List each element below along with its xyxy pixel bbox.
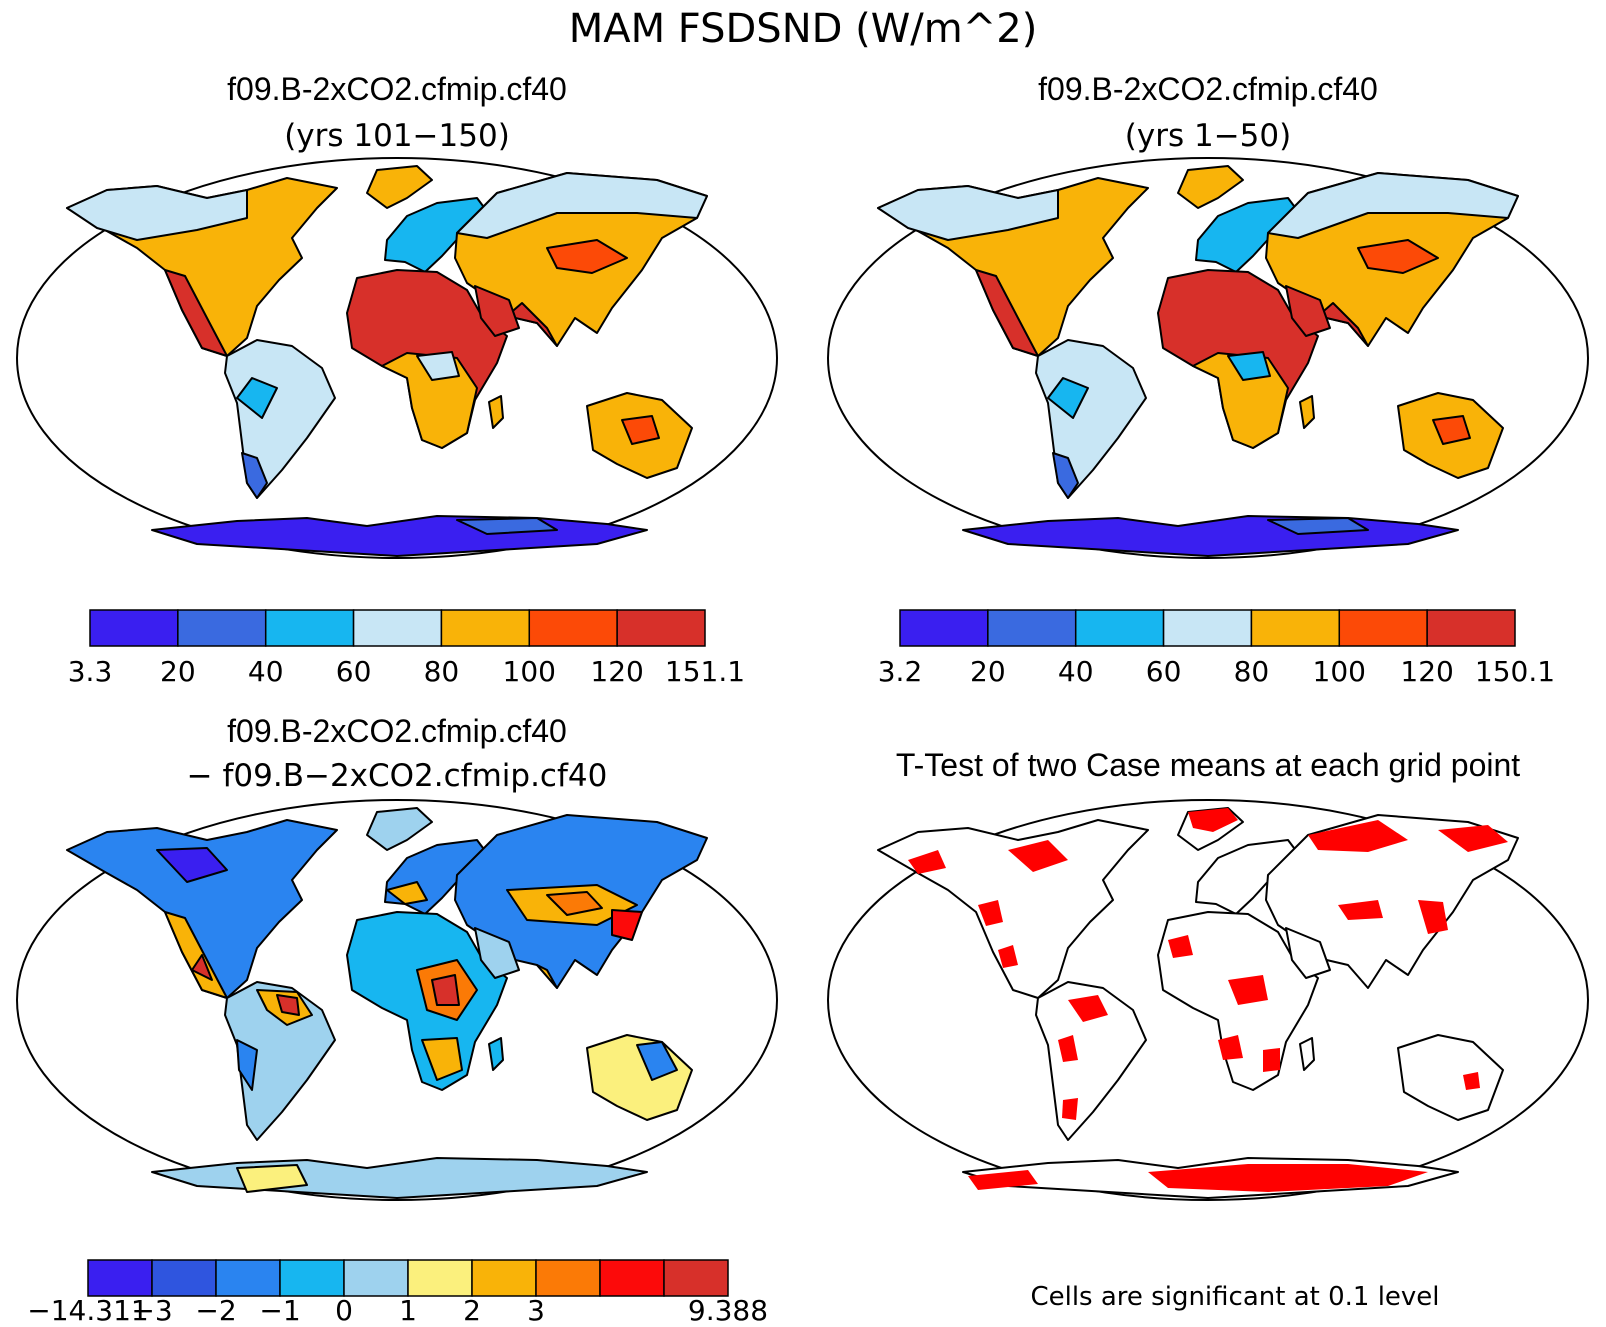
colorbar-box [89,609,179,647]
colorbar-box [471,1259,537,1297]
colorbar-box [87,1259,153,1297]
colorbar-box [343,1259,409,1297]
colorbar-tick-label: 3.3 [68,655,113,688]
colorbar-tick-label: 80 [424,655,460,688]
panel-ttest: T-Test of two Case means at each grid po… [827,747,1589,1312]
panel-case2-colorbar-ticks: 3.2 20 40 60 80 100 120 150.1 [878,655,1555,688]
colorbar-box [535,1259,601,1297]
panel-case2-colorbar-boxes [899,609,1516,647]
panel-difference-colorbar-boxes [87,1259,729,1297]
panel-difference: f09.B-2xCO2.cfmip.cf40 − f09.B−2xCO2.cfm… [16,713,778,1327]
colorbar-box [352,609,443,647]
panel-case1-subtitle: (yrs 101−150) [284,118,510,154]
colorbar-box [440,609,531,647]
panel-case2: f09.B-2xCO2.cfmip.cf40 (yrs 1−50) [827,71,1589,688]
colorbar-box [215,1259,281,1297]
colorbar-box [264,609,355,647]
colorbar-tick-label: −2 [195,1294,236,1327]
colorbar-box [599,1259,665,1297]
panel-ttest-footnote: Cells are significant at 0.1 level [1030,1282,1439,1312]
colorbar-tick-label: 120 [1400,655,1453,688]
panel-case2-colorbar: 3.2 20 40 60 80 100 120 150.1 [878,609,1555,688]
panel-case1-colorbar: 3.3 20 40 60 80 100 120 151.1 [68,609,745,688]
panel-ttest-significant-cells [908,808,1508,1192]
colorbar-tick-label: 40 [1058,655,1094,688]
colorbar-tick-label: 20 [970,655,1006,688]
colorbar-tick-label: −3 [131,1294,172,1327]
panel-case1-colorbar-ticks: 3.3 20 40 60 80 100 120 151.1 [68,655,745,688]
colorbar-tick-label: 150.1 [1475,655,1555,688]
colorbar-box [899,609,989,647]
colorbar-box [407,1259,473,1297]
colorbar-box [528,609,618,647]
panel-difference-map [16,799,778,1201]
panel-difference-subtitle: − f09.B−2xCO2.cfmip.cf40 [187,758,608,794]
colorbar-tick-label: 3.2 [878,655,923,688]
colorbar-tick-label: 60 [1146,655,1182,688]
colorbar-tick-label: 1 [399,1294,417,1327]
panel-ttest-map [827,799,1589,1201]
panel-case1-map [16,157,778,559]
panel-difference-colorbar: −14.311−3 −2 −1 0 1 2 3 9.388 [27,1259,768,1327]
colorbar-tick-label: 151.1 [665,655,745,688]
colorbar-box [279,1259,345,1297]
colorbar-tick-label: 100 [503,655,556,688]
colorbar-tick-label: 2 [463,1294,481,1327]
colorbar-tick-label: 9.388 [688,1294,768,1327]
panel-case2-map [827,157,1589,559]
colorbar-tick-label: 100 [1313,655,1366,688]
panel-ttest-title: T-Test of two Case means at each grid po… [896,747,1520,783]
colorbar-tick-label: 40 [248,655,284,688]
panel-case1: f09.B-2xCO2.cfmip.cf40 (yrs 101−150) [16,71,778,688]
colorbar-tick-label: 60 [336,655,372,688]
colorbar-box [151,1259,217,1297]
colorbar-box [1426,609,1516,647]
colorbar-box [1250,609,1341,647]
colorbar-box [987,609,1077,647]
panel-case1-colorbar-boxes [89,609,706,647]
colorbar-tick-label: 3 [527,1294,545,1327]
colorbar-box [1338,609,1428,647]
colorbar-tick-label: 20 [160,655,196,688]
colorbar-tick-label: −1 [259,1294,300,1327]
colorbar-tick-label: 120 [590,655,643,688]
figure-title: MAM FSDSND (W/m^2) [569,6,1038,52]
colorbar-box [663,1259,729,1297]
panel-case1-title: f09.B-2xCO2.cfmip.cf40 [227,71,567,107]
panel-difference-title: f09.B-2xCO2.cfmip.cf40 [227,713,567,749]
panel-case2-subtitle: (yrs 1−50) [1125,118,1291,154]
colorbar-tick-label: 80 [1234,655,1270,688]
colorbar-tick-label: 0 [335,1294,353,1327]
colorbar-tick-label: −14.311 [27,1294,148,1327]
colorbar-box [1162,609,1253,647]
colorbar-box [616,609,706,647]
colorbar-box [1074,609,1165,647]
panel-case2-title: f09.B-2xCO2.cfmip.cf40 [1038,71,1378,107]
colorbar-box [177,609,267,647]
panel-difference-colorbar-ticks: −14.311−3 −2 −1 0 1 2 3 9.388 [27,1294,768,1327]
